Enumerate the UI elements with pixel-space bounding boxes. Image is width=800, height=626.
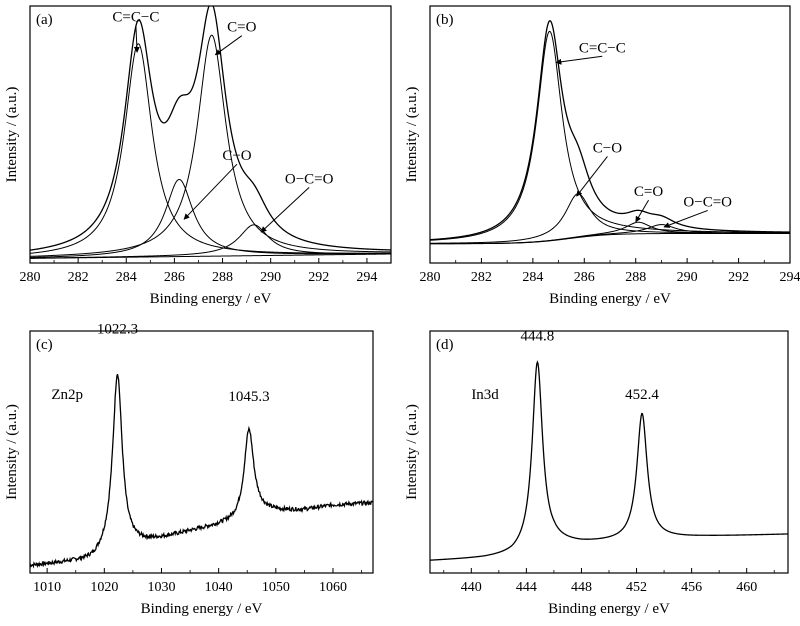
x-axis-label: Binding energy / eV bbox=[141, 601, 263, 617]
component-peak-4 bbox=[430, 224, 790, 245]
annotation-arrow bbox=[635, 199, 650, 223]
x-tick-label: 1060 bbox=[319, 580, 347, 595]
x-tick-label: 1030 bbox=[147, 580, 175, 595]
component-peak-2 bbox=[30, 178, 391, 258]
x-tick-label: 288 bbox=[625, 270, 646, 285]
panel-label: (b) bbox=[436, 12, 454, 28]
x-tick-label: 294 bbox=[356, 270, 377, 285]
y-axis-label: Intensity / (a.u.) bbox=[404, 404, 420, 500]
annotation-arrow bbox=[133, 25, 140, 53]
x-axis-label: Binding energy / eV bbox=[548, 601, 670, 617]
annotation-arrow bbox=[183, 163, 238, 220]
panel-label: (d) bbox=[436, 337, 454, 353]
baseline-curve bbox=[30, 253, 391, 259]
x-tick-label: 456 bbox=[681, 580, 702, 595]
panel-label: (c) bbox=[36, 337, 53, 353]
x-axis-label: Binding energy / eV bbox=[549, 291, 671, 307]
x-tick-label: 284 bbox=[522, 270, 543, 285]
chart-panel-b: 280 282 284 286 288 290 292 294 Binding energy /… bbox=[404, 5, 800, 307]
y-axis-label: Intensity / (a.u.) bbox=[4, 87, 20, 183]
x-tick-label: 440 bbox=[461, 580, 482, 595]
x-tick-label: 286 bbox=[164, 270, 185, 285]
component-peak-1 bbox=[430, 30, 790, 241]
peak-annotation: 1045.3 bbox=[228, 389, 269, 405]
x-tick-label: 294 bbox=[780, 270, 800, 285]
annotation-arrow bbox=[214, 35, 243, 56]
peak-annotation: O−C=O bbox=[285, 171, 334, 187]
plot-frame bbox=[29, 5, 392, 264]
peak-annotation: C=C−C bbox=[579, 40, 626, 56]
x-tick-label: 282 bbox=[471, 270, 492, 285]
x-tick-label: 452 bbox=[626, 580, 647, 595]
annotation-arrow bbox=[576, 156, 608, 197]
peak-annotation: 452.4 bbox=[625, 387, 659, 403]
spectrum-curve bbox=[430, 19, 790, 241]
x-tick-label: 280 bbox=[20, 270, 41, 285]
component-peak-2 bbox=[430, 193, 790, 244]
component-peak-3 bbox=[30, 34, 391, 257]
x-tick-label: 1040 bbox=[205, 580, 233, 595]
chart-panel-a: 280 282 284 286 288 290 292 294 Binding energy /… bbox=[4, 5, 392, 307]
peak-annotation: C−O bbox=[593, 140, 622, 156]
x-tick-label: 448 bbox=[571, 580, 592, 595]
y-axis-label: Intensity / (a.u.) bbox=[404, 87, 420, 183]
x-tick-label: 1010 bbox=[33, 580, 61, 595]
y-axis-label: Intensity / (a.u.) bbox=[4, 404, 20, 500]
peak-annotation: C−O bbox=[222, 148, 251, 164]
x-tick-label: 444 bbox=[516, 580, 537, 595]
annotation-arrow bbox=[663, 209, 708, 228]
component-peak-1 bbox=[30, 43, 391, 254]
x-tick-label: 280 bbox=[420, 270, 441, 285]
baseline-curve bbox=[430, 232, 790, 245]
peak-annotation: Zn2p bbox=[51, 387, 83, 403]
peak-annotation: C=O bbox=[227, 20, 256, 36]
peak-annotation: 444.8 bbox=[521, 329, 555, 345]
plot-frame bbox=[29, 330, 374, 574]
x-tick-label: 288 bbox=[212, 270, 233, 285]
x-axis-label: Binding energy / eV bbox=[150, 291, 272, 307]
x-tick-label: 460 bbox=[736, 580, 757, 595]
spectrum-curve bbox=[30, 6, 391, 251]
x-tick-label: 290 bbox=[260, 270, 281, 285]
chart-panel-c: 1010 1020 1030 1040 1050 1060 Binding energy /… bbox=[4, 321, 374, 617]
peak-annotation: C=C−C bbox=[112, 9, 159, 25]
peak-annotation: O−C=O bbox=[683, 194, 732, 210]
x-tick-label: 284 bbox=[116, 270, 137, 285]
x-tick-label: 286 bbox=[574, 270, 595, 285]
spectrum-curve bbox=[30, 373, 373, 569]
x-tick-label: 290 bbox=[677, 270, 698, 285]
x-tick-label: 1050 bbox=[262, 580, 290, 595]
x-tick-label: 292 bbox=[308, 270, 329, 285]
panel-label: (a) bbox=[36, 12, 53, 28]
annotation-arrow bbox=[260, 186, 310, 233]
spectrum-curve bbox=[430, 360, 788, 561]
peak-annotation: In3d bbox=[471, 387, 499, 403]
x-tick-label: 1020 bbox=[90, 580, 118, 595]
annotation-arrow bbox=[555, 55, 603, 65]
x-tick-label: 292 bbox=[728, 270, 749, 285]
chart-panel-d: 440 444 448 452 456 460 Binding energy / eV Int… bbox=[404, 329, 789, 617]
peak-annotation: C=O bbox=[634, 184, 663, 200]
x-tick-label: 282 bbox=[68, 270, 89, 285]
peak-annotation: 1022.3 bbox=[97, 321, 138, 337]
